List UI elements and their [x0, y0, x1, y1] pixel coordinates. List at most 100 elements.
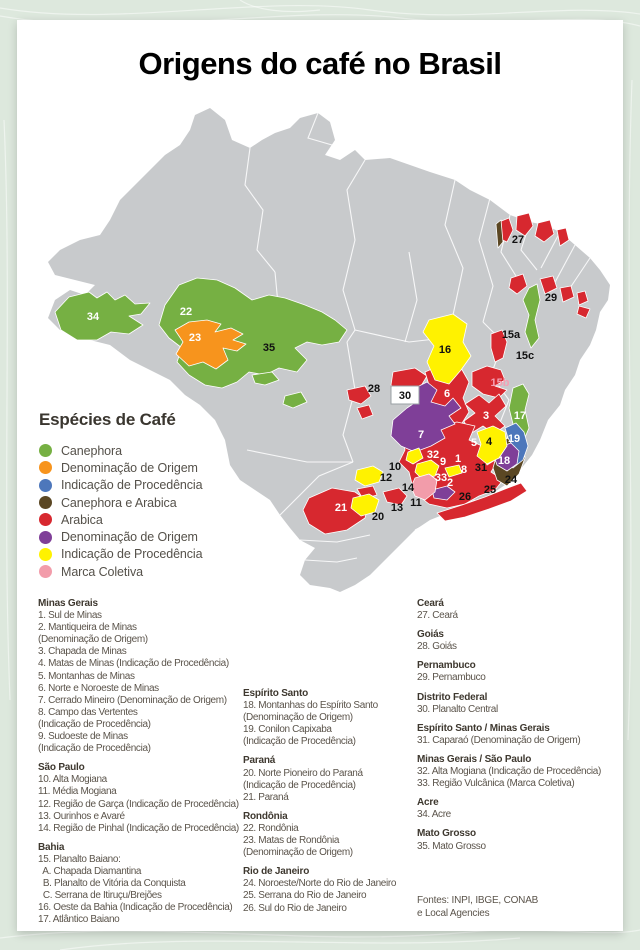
map-label-4: 4	[486, 436, 493, 448]
map-label-12: 12	[380, 472, 392, 484]
region-group: Espírito Santo 18. Montanhas do Espírito …	[243, 688, 421, 748]
region-23-matas-de-rondonia	[174, 319, 247, 370]
region-list-line: 31. Caparaó (Denominação de Origem)	[417, 734, 581, 746]
region-group: Rio de Janeiro 24. Noroeste/Norte do Rio …	[243, 866, 421, 914]
region-group-heading: Bahia	[38, 841, 65, 853]
region-group: Espírito Santo / Minas Gerais 31. Caparaó…	[417, 723, 617, 747]
region-list-line: 14. Região de Pinhal (Indicação de Proce…	[38, 822, 239, 834]
region-list-line: 18. Montanhas do Espírito Santo	[243, 700, 378, 712]
legend-item-label: Canephora	[61, 443, 122, 458]
region-canephora-arabica-ceara-sliver	[495, 219, 504, 249]
region-group: Rondônia 22. Rondônia 23. Matas de Rondôni…	[243, 811, 421, 859]
legend-item: Canephora	[39, 442, 274, 459]
map-label-32: 32	[427, 449, 439, 461]
region-list-line: (Denominação de Origem)	[38, 634, 148, 646]
map-label-17: 17	[514, 410, 526, 422]
map-label-9: 9	[440, 456, 446, 468]
region-list-line: 5. Montanhas de Minas	[38, 670, 135, 682]
region-list-line: 1. Sul de Minas	[38, 610, 102, 622]
map-label-5: 5	[471, 437, 477, 449]
sources-note: Fontes: INPI, IBGE, CONAB e Local Agenci…	[417, 894, 538, 920]
region-list-line: 21. Paraná	[243, 791, 289, 803]
map-label-18: 18	[498, 455, 510, 467]
region-group-heading: Minas Gerais / São Paulo	[417, 753, 532, 765]
map-label-26: 26	[459, 491, 471, 503]
region-group: Minas Gerais / São Paulo 32. Alta Mogiana…	[417, 754, 617, 790]
region-list-line: 24. Noroeste/Norte do Rio de Janeiro	[243, 878, 397, 890]
region-35-mato-grosso-patch	[282, 391, 308, 409]
legend-heading: Espécies de Café	[39, 410, 176, 429]
region-20-norte-pioneiro	[350, 493, 380, 517]
region-29-pernambuco-patch	[559, 285, 575, 303]
legend-item-label: Canephora e Arabica	[61, 495, 177, 510]
map-label-22: 22	[180, 306, 192, 318]
region-8-campo-das-vertentes-patch	[444, 464, 463, 478]
region-29-pernambuco-patch	[508, 273, 528, 295]
map-label-15c: 15c	[516, 350, 534, 362]
map-label-29: 29	[545, 292, 557, 304]
region-2-mantiqueira-de-minas	[431, 485, 456, 501]
region-4-matas-de-minas	[476, 425, 508, 465]
region-group: Acre 34. Acre	[417, 797, 617, 821]
region-27-ceara-patch	[556, 227, 570, 247]
region-list-line: 26. Sul do Rio de Janeiro	[243, 902, 347, 914]
region-list-line: 6. Norte e Noroeste de Minas	[38, 682, 159, 694]
region-list-line: A. Chapada Diamantina	[38, 865, 142, 877]
region-9-sudoeste-minas-patch	[414, 459, 440, 479]
region-group: Goiás 28. Goiás	[417, 629, 617, 653]
region-rio-coastal-arabica	[436, 482, 528, 522]
legend-item-label: Denominação de Origem	[61, 530, 198, 545]
legend-color-dot	[39, 444, 52, 458]
region-group: Paraná 20. Norte Pioneiro do Paraná (Indic…	[243, 755, 421, 803]
region-list-line: (Indicação de Procedência)	[38, 743, 151, 755]
region-list-line: 33. Região Vulcânica (Marca Coletiva)	[417, 778, 575, 790]
legend-item: Indicação de Procedência	[39, 477, 274, 494]
region-list-line: 30. Planalto Central	[417, 703, 498, 715]
region-list-line: 35. Mato Grosso	[417, 840, 486, 852]
legend-item-label: Marca Coletiva	[61, 564, 143, 579]
region-32-alta-mogiana-patch	[405, 447, 424, 465]
region-group-heading: Mato Grosso	[417, 828, 476, 840]
region-list-column-3: Ceará 27. Ceará Goiás 28. Goiás Pernambuco 29…	[417, 598, 617, 860]
region-group: Distrito Federal 30. Planalto Central	[417, 692, 617, 716]
region-list-line: 19. Conilon Capixaba	[243, 724, 332, 736]
region-coastal-canephora-strip	[522, 283, 541, 349]
legend-item: Indicação de Procedência	[39, 546, 274, 563]
region-list-line: 20. Norte Pioneiro do Paraná	[243, 767, 363, 779]
region-group-heading: Paraná	[243, 755, 276, 767]
region-15a-planalto-baiano	[490, 329, 508, 363]
region-group: Pernambuco 29. Pernambuco	[417, 660, 617, 684]
region-28-goias-patch	[346, 385, 372, 405]
map-label-6: 6	[444, 388, 450, 400]
region-list-line: 7. Cerrado Mineiro (Denominação de Orige…	[38, 694, 227, 706]
region-list-column-1: Minas Gerais 1. Sul de Minas 2. Mantiqueir…	[38, 598, 243, 933]
map-label-35: 35	[263, 342, 275, 354]
region-group: Minas Gerais 1. Sul de Minas 2. Mantiqueir…	[38, 598, 243, 755]
region-3-chapada-de-minas	[463, 393, 507, 435]
legend-item-label: Arabica	[61, 512, 103, 527]
region-list-line: 13. Ourinhos e Avaré	[38, 810, 125, 822]
region-33-regiao-vulcanica	[410, 473, 438, 501]
region-34-acre	[54, 291, 151, 341]
legend-color-dot	[39, 496, 52, 510]
map-label-13: 13	[391, 502, 403, 514]
region-28-goias-patch	[356, 404, 374, 420]
region-list-line: B. Planalto de Vitória da Conquista	[38, 878, 186, 890]
region-group: Bahia 15. Planalto Baiano: A. Chapada Dia…	[38, 842, 243, 927]
legend-color-dot	[39, 478, 52, 492]
region-list-line: 32. Alta Mogiana (Indicação de Procedênc…	[417, 766, 601, 778]
region-13-ourinhos-avare	[382, 487, 408, 506]
sources-line: e Local Agencies	[417, 908, 490, 919]
map-label-11: 11	[410, 497, 422, 509]
region-27-ceara-patch	[515, 212, 534, 237]
region-29-pernambuco-patch	[576, 305, 591, 319]
region-list-line: 28. Goiás	[417, 641, 457, 653]
map-label-19: 19	[508, 433, 520, 445]
map-label-2: 2	[447, 477, 453, 489]
region-list-line: (Indicação de Procedência)	[243, 779, 356, 791]
region-29-pernambuco-patch	[576, 290, 589, 306]
map-number-labels: 123456789101112131415a15b15c161718192021…	[87, 234, 557, 523]
map-label-25: 25	[484, 484, 496, 496]
map-label-31: 31	[475, 462, 487, 474]
brazil-map: 123456789101112131415a15b15c161718192021…	[48, 108, 610, 592]
